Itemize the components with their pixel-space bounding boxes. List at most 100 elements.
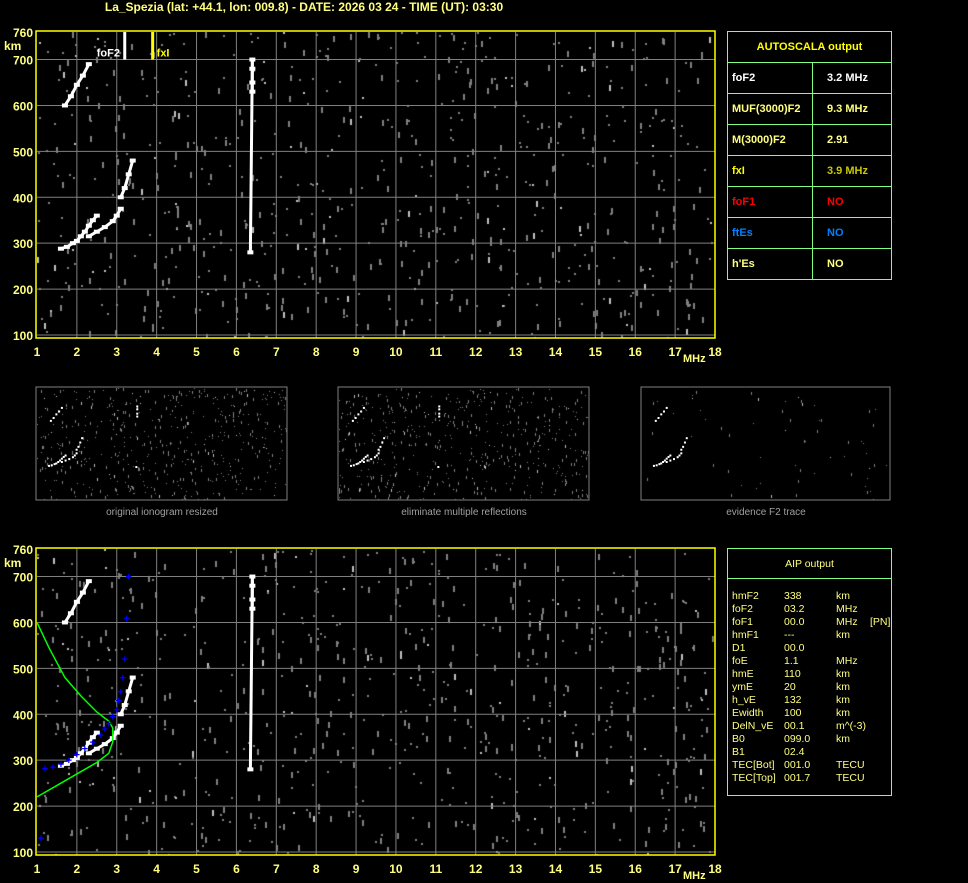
- aip-cell: TECU: [836, 759, 865, 771]
- param-value: NO: [827, 227, 844, 239]
- inversion-point: +: [122, 654, 128, 666]
- trace-point: [93, 213, 100, 218]
- autoscala-row: h'Es NO: [728, 249, 891, 279]
- thumbnail-trace-point: [658, 463, 661, 466]
- aip-cell: km: [836, 629, 850, 641]
- thumbnail-trace-point: [680, 452, 683, 455]
- thumbnail-trace-point: [660, 413, 663, 416]
- x-tick-label: 2: [74, 345, 81, 359]
- thumbnail-trace-point: [60, 406, 63, 409]
- inversion-point: +: [126, 572, 132, 584]
- aip-cell: Ewidth: [732, 707, 764, 719]
- thumbnail-trace-point: [354, 416, 357, 419]
- trace-point: [85, 579, 92, 584]
- x-tick-label: 14: [549, 345, 563, 359]
- inversion-point: +: [120, 673, 126, 685]
- x-tick-label: 9: [353, 345, 360, 359]
- y-unit-label: km: [4, 39, 21, 53]
- y-tick-label: 700: [13, 54, 33, 68]
- thumbnail-trace-point: [381, 441, 384, 444]
- thumbnail-trace-point: [662, 460, 665, 463]
- thumbnail-trace-point: [669, 454, 672, 457]
- y-tick-label: 200: [13, 283, 33, 297]
- thumbnail-trace-point: [366, 454, 369, 457]
- aip-cell: 1.1: [784, 655, 799, 667]
- aip-cell: DelN_vE: [732, 720, 774, 732]
- thumbnail-trace-point: [73, 454, 76, 457]
- aip-cell: foF1: [732, 616, 754, 628]
- thumbnail-trace-point: [683, 441, 686, 444]
- trace-point: [129, 158, 136, 163]
- ionogram-autoscala: 1 2 3 4 5 6 7 8 9 10 11 12 13 14 15 16 17 181002003004005…: [4, 26, 722, 365]
- aip-cell: B1: [732, 746, 745, 758]
- param-value: NO: [827, 258, 844, 270]
- thumbnail-trace-point: [665, 460, 668, 463]
- x-tick-label: 7: [273, 345, 280, 359]
- page-title: La_Spezia (lat: +44.1, lon: 009.8) - DAT…: [104, 0, 504, 14]
- thumbnail-trace-point: [665, 457, 668, 460]
- thumbnail-trace-point: [377, 452, 380, 455]
- thumbnail-trace-point: [438, 412, 441, 415]
- inversion-point: +: [106, 718, 112, 730]
- x-tick-label: 14: [549, 862, 563, 876]
- thumbnail-trace-point: [680, 448, 683, 451]
- aip-row: hmF1 --- km: [732, 629, 891, 642]
- y-tick-label: 400: [13, 191, 33, 205]
- noise-background: [37, 32, 715, 338]
- x-tick-label: 3: [113, 345, 120, 359]
- autoscala-row: foF2 3.2 MHz: [728, 63, 891, 94]
- thumbnail-trace-point: [79, 441, 82, 444]
- inversion-point: +: [110, 712, 116, 724]
- x-tick-label: 9: [353, 862, 360, 876]
- aip-cell: 03.2: [784, 603, 805, 615]
- thumbnail-trace-point: [682, 445, 685, 448]
- trace-segment: [123, 690, 131, 706]
- trace-point: [93, 730, 100, 735]
- thumbnail-trace-point: [660, 462, 663, 465]
- x-tick-label: 15: [589, 345, 603, 359]
- aip-cell: MHz: [836, 655, 858, 667]
- thumbnail-trace-point: [60, 457, 63, 460]
- x-tick-label: 18: [708, 345, 722, 359]
- trace-point: [125, 172, 132, 177]
- aip-cell: km: [836, 590, 850, 602]
- aip-cell: 099.0: [784, 733, 811, 745]
- aip-header: AIP output: [728, 549, 891, 579]
- aip-cell: 132: [784, 694, 802, 706]
- aip-row: D1 00.0: [732, 642, 891, 655]
- x-tick-label: 4: [153, 345, 160, 359]
- x-tick-label: 2: [74, 862, 81, 876]
- thumbnail-trace-point: [60, 460, 63, 463]
- aip-cell: hmE: [732, 668, 754, 680]
- thumbnail-trace-point: [136, 405, 139, 408]
- autoscala-row: fxI 3.9 MHz: [728, 156, 891, 187]
- param-name: M(3000)F2: [728, 125, 813, 155]
- aip-cell: 00.0: [784, 642, 805, 654]
- thumbnail-trace-point: [373, 456, 376, 459]
- thumbnail-trace-point: [355, 463, 358, 466]
- x-tick-label: 17: [668, 345, 682, 359]
- x-tick-label: 13: [509, 862, 523, 876]
- x-tick-label: 18: [708, 862, 722, 876]
- aip-cell: MHz: [836, 616, 858, 628]
- aip-cell: m^(-3): [836, 720, 867, 732]
- thumbnail-noise: [339, 388, 589, 500]
- trace-point: [117, 723, 124, 728]
- aip-cell: [836, 746, 870, 759]
- aip-row: foE 1.1 MHz: [732, 655, 891, 668]
- aip-output-panel: AIP output hmF2 338 km foF2 03.2 MHz foF1 00.0 M…: [727, 548, 892, 796]
- x-tick-label: 3: [113, 862, 120, 876]
- aip-cell: hmF2: [732, 590, 759, 602]
- y-tick-label: 600: [13, 99, 33, 113]
- inversion-point: +: [98, 730, 104, 742]
- trace-point: [85, 62, 92, 67]
- plot-frame: [35, 547, 716, 856]
- inversion-point: +: [118, 686, 124, 698]
- thumbnail-trace-point: [655, 464, 658, 467]
- y-tick-label: 200: [13, 800, 33, 814]
- param-name: h'Es: [728, 249, 813, 279]
- trace-segment: [248, 576, 254, 770]
- aip-row: TEC[Top] 001.7 TECU: [732, 772, 891, 785]
- autoscala-row: MUF(3000)F2 9.3 MHz: [728, 94, 891, 125]
